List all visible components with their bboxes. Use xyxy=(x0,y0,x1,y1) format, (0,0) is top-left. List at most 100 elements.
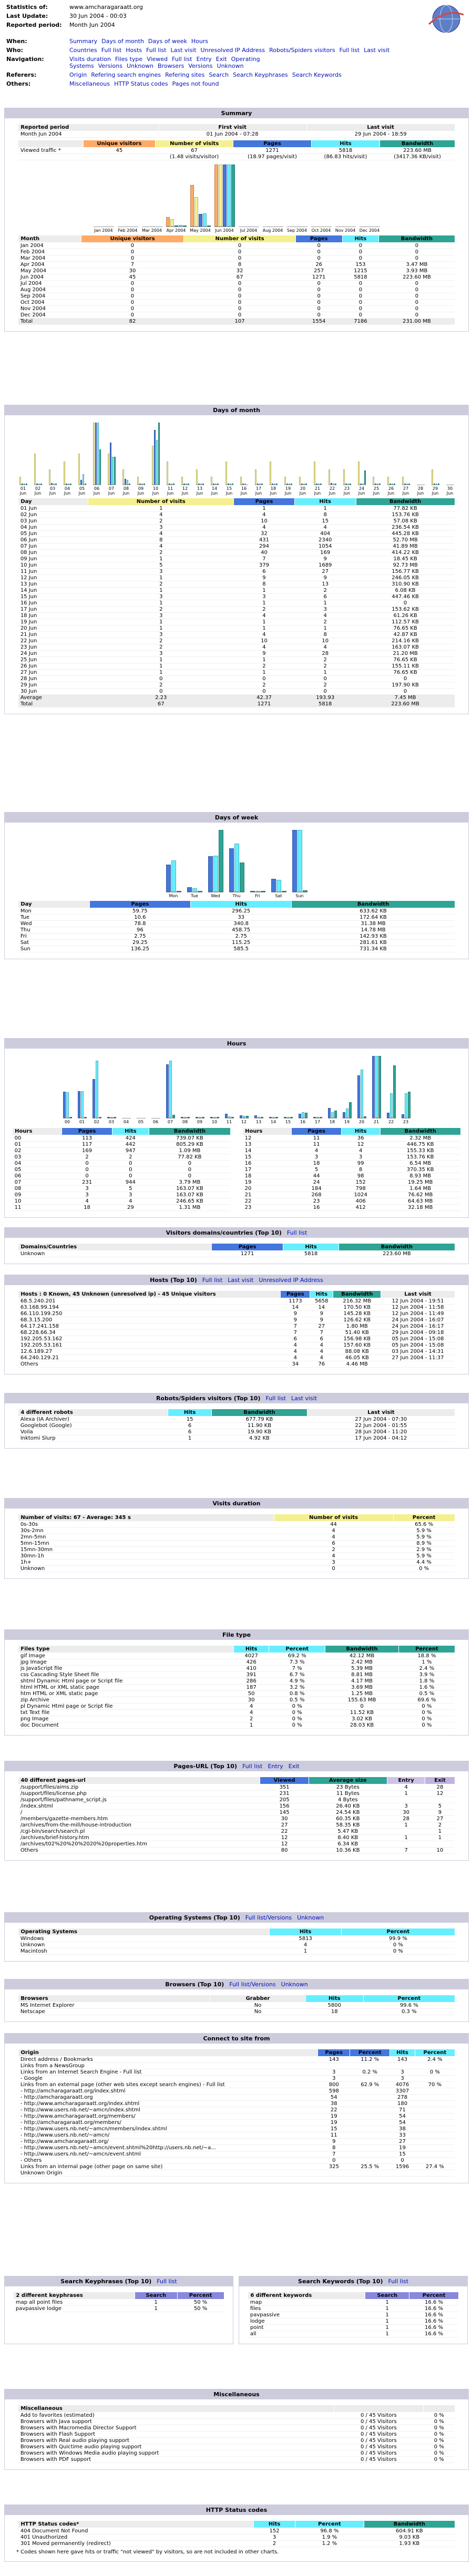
table-cell: 0 xyxy=(342,299,379,306)
nav-link[interactable]: Operating Systems xyxy=(69,56,260,69)
section-link[interactable]: Full list xyxy=(202,1277,223,1284)
section-link[interactable]: Last visit xyxy=(291,1395,317,1402)
nav-link[interactable]: Miscellaneous xyxy=(69,80,110,87)
table-cell: 4.4 % xyxy=(393,1559,455,1566)
bar xyxy=(128,484,130,485)
section-link[interactable]: Unresolved IP Address xyxy=(259,1277,323,1284)
nav-link[interactable]: Hours xyxy=(191,38,209,45)
nav-link[interactable]: Exit xyxy=(216,56,227,63)
section-link[interactable]: Unknown xyxy=(281,1981,308,1988)
table-cell: 11 xyxy=(291,1135,342,1142)
table-cell: 0 % xyxy=(423,2444,455,2450)
table-cell: 1271 xyxy=(295,274,343,281)
bar-set xyxy=(254,1055,263,1118)
table-cell: 0 % xyxy=(423,2418,455,2425)
bar xyxy=(360,1070,363,1118)
nav-link[interactable]: HTTP Status codes xyxy=(114,80,168,87)
column-header: Pages xyxy=(280,1290,311,1298)
table-cell: 1.8 % xyxy=(398,1678,455,1685)
nav-link[interactable]: Last visit xyxy=(170,47,197,54)
nav-link[interactable]: Days of week xyxy=(148,38,187,45)
nav-link[interactable]: Origin xyxy=(69,71,87,78)
bar-set xyxy=(141,163,162,227)
table-cell: 77.82 KB xyxy=(149,1154,231,1161)
nav-link[interactable]: Search Keywords xyxy=(292,71,342,78)
table-cell: 07 xyxy=(12,1179,62,1186)
nav-link[interactable]: Full list xyxy=(146,47,167,54)
bar xyxy=(231,165,235,227)
nav-link[interactable]: Versions xyxy=(98,63,122,69)
table-cell: txt Text file xyxy=(18,1709,234,1716)
section-link[interactable]: Entry xyxy=(268,1763,283,1770)
nav-link[interactable]: Full list xyxy=(172,56,192,63)
nav-link[interactable]: Hosts xyxy=(126,47,142,54)
section-body: Operating Systems Hits Percent Windows 5813 9… xyxy=(5,1923,468,1961)
section-link[interactable]: Unknown xyxy=(297,1914,324,1921)
section-link[interactable]: Full list xyxy=(388,2278,408,2285)
nav-link[interactable]: Refering sites xyxy=(165,71,205,78)
table-cell: 67 xyxy=(183,274,296,281)
table-cell: Inktomi Slurp xyxy=(18,1435,168,1442)
table-cell: (18.97 pages/visit) xyxy=(233,153,312,160)
section-link[interactable]: Full list xyxy=(286,1229,307,1236)
table-cell: 11 Bytes xyxy=(309,1790,387,1797)
section-link[interactable]: Full list xyxy=(265,1395,286,1402)
nav-link[interactable]: Last visit xyxy=(364,47,390,54)
table-cell: 17 xyxy=(242,1166,292,1173)
nav-link[interactable]: Countries xyxy=(69,47,97,54)
nav-link[interactable]: Unknown xyxy=(217,63,244,69)
table-cell: Add to favorites (estimated) xyxy=(18,2412,334,2419)
bar-group: 05 xyxy=(135,1055,147,1124)
bar xyxy=(80,480,82,485)
bar xyxy=(50,483,53,485)
section-link[interactable]: Full list xyxy=(242,1763,263,1770)
table-cell xyxy=(415,2144,455,2151)
section-link[interactable]: Full list/Versions xyxy=(245,1914,292,1921)
table-cell: 2 xyxy=(233,682,295,689)
table-cell: 155.33 KB xyxy=(380,1147,461,1154)
data-table: Hosts : 0 Known, 45 Unknown (unresolved … xyxy=(18,1290,455,1368)
bar xyxy=(254,1115,257,1118)
table-cell: 1 xyxy=(88,669,234,676)
nav-link[interactable]: Versions xyxy=(188,63,213,69)
table-cell: 02 Jun xyxy=(18,511,88,518)
table-row: 16 18 99 6.54 MB xyxy=(242,1160,461,1167)
nav-link[interactable]: Viewed xyxy=(147,56,168,63)
nav-link[interactable]: Full list xyxy=(101,47,122,54)
section-link[interactable]: Full list xyxy=(157,2278,177,2285)
table-cell: 76 xyxy=(310,1361,333,1368)
nav-link[interactable]: Search Keyphrases xyxy=(233,71,288,78)
table-cell: Sat xyxy=(18,939,90,946)
bar xyxy=(19,477,21,485)
nav-link[interactable]: Visits duration xyxy=(69,56,111,63)
table-row: Tue 10.6 33 172.64 KB xyxy=(18,914,455,921)
nav-link[interactable]: Unresolved IP Address xyxy=(200,47,265,54)
table-header: Miscellaneous xyxy=(18,2405,455,2413)
section-link[interactable]: Exit xyxy=(288,1763,300,1770)
nav-link[interactable]: Summary xyxy=(69,38,98,45)
nav-link[interactable]: Robots/Spiders visitors xyxy=(269,47,335,54)
nav-link[interactable]: Full list xyxy=(339,47,360,54)
bar-set xyxy=(311,163,332,227)
table-header: Hours Pages Hits Bandwidth xyxy=(12,1127,231,1135)
nav-link[interactable]: Days of month xyxy=(101,38,144,45)
section-body: Reported period First visit Last visit Mont… xyxy=(5,118,468,331)
category-label: 08 xyxy=(182,1120,188,1124)
section-link[interactable]: Last visit xyxy=(228,1277,254,1284)
table-cell xyxy=(350,2138,390,2145)
nav-link[interactable]: Pages not found xyxy=(172,80,219,87)
table-cell: 5.9 % xyxy=(393,1534,455,1541)
table-cell: 14.78 MB xyxy=(291,927,455,933)
nav-link[interactable]: Unknown xyxy=(126,63,154,69)
table-cell: 155.63 MB xyxy=(325,1697,399,1703)
nav-link[interactable]: Refering search engines xyxy=(91,71,161,78)
nav-link[interactable]: Files type xyxy=(115,56,143,63)
bar xyxy=(214,165,218,227)
nav-link[interactable]: Browsers xyxy=(158,63,184,69)
nav-link[interactable]: Search xyxy=(209,71,229,78)
table-cell: files xyxy=(248,2305,365,2312)
table-cell: pl Dynamic Html page or Script file xyxy=(18,1703,234,1710)
table-cell: 32.18 MB xyxy=(380,1204,461,1211)
section-link[interactable]: Full list/Versions xyxy=(229,1981,276,1988)
nav-link[interactable]: Entry xyxy=(196,56,212,63)
